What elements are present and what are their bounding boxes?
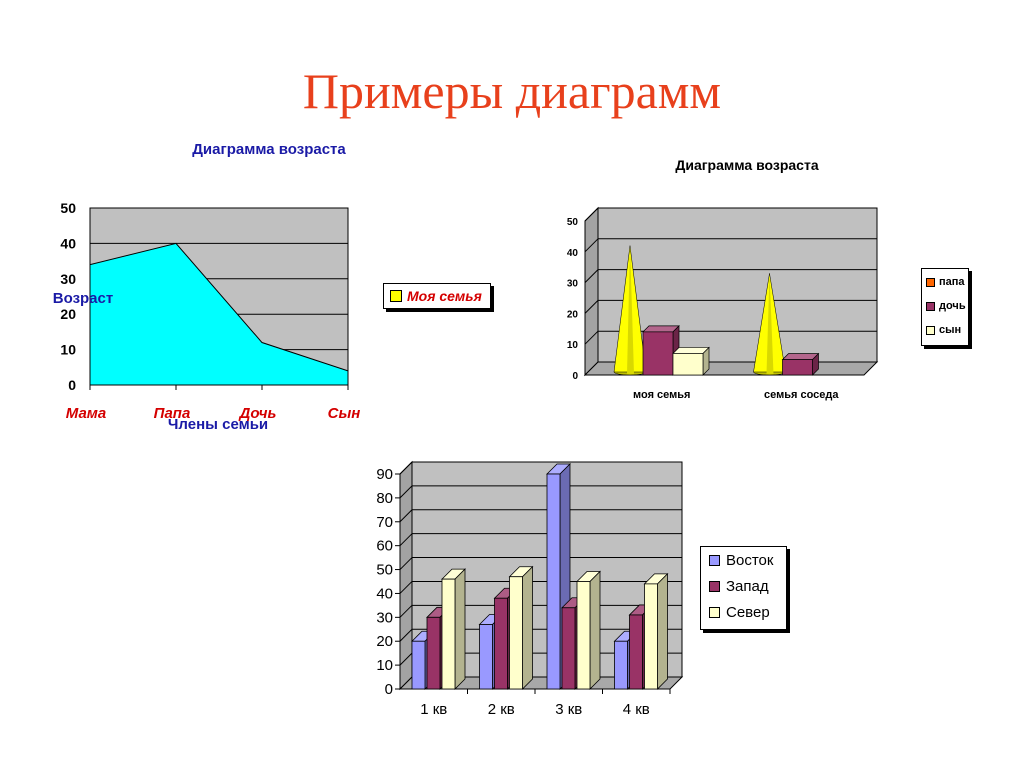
chart1-category-label-мама: Мама	[66, 405, 106, 422]
chart1-legend: Моя семья	[383, 283, 491, 309]
chart3-gridline-side	[399, 604, 413, 618]
chart3-y-tick-label: 50	[376, 562, 393, 579]
chart2-legend: папа дочь сын	[921, 268, 969, 346]
chart3-y-tick-label: 40	[376, 585, 393, 602]
legend-swatch-sever	[709, 606, 720, 618]
chart3-gridline-side	[399, 485, 413, 499]
legend-label-moya-semya: Моя семья	[407, 288, 482, 304]
chart2-y-tick-label: 40	[567, 248, 579, 259]
chart2-category-label-моя-семья: моя семья	[633, 389, 690, 401]
chart3-bar-север-4-кв-side	[657, 572, 668, 690]
chart1-category-label-дочь: Дочь	[238, 405, 277, 422]
chart3-y-tick-label: 0	[385, 681, 393, 698]
chart3-gridline-side	[399, 533, 413, 547]
chart3-bar-запад-3-кв	[561, 607, 576, 690]
chart3-bar-восток-3-кв	[546, 473, 561, 690]
chart1-title: Диаграмма возраста	[192, 141, 346, 158]
chart3-bar-запад-2-кв	[494, 597, 508, 690]
legend-label-syn: сын	[939, 324, 962, 336]
chart2-cone-папа-семья-соседа-highlight	[766, 273, 774, 374]
chart3-bar-север-2-кв	[509, 576, 523, 690]
legend-item-papa: папа	[922, 271, 968, 293]
chart3-bar-восток-1-кв	[411, 640, 426, 690]
chart3-bar-север-2-кв-side	[522, 565, 533, 690]
slide-title: Примеры диаграмм	[302, 63, 722, 119]
chart3-legend: Восток Запад Север	[700, 546, 787, 630]
chart3-gridline-side	[399, 581, 413, 594]
legend-label-zapad: Запад	[726, 577, 769, 595]
legend-item-syn: сын	[922, 319, 968, 341]
legend-item-moya-semya: Моя семья	[384, 284, 490, 308]
chart3-category-label-3-кв: 3 кв	[555, 701, 582, 718]
legend-swatch-syn	[926, 325, 935, 335]
chart1-x-axis-title: Члены семьи	[168, 416, 268, 433]
chart1-y-tick-label: 50	[60, 200, 76, 216]
chart2-y-tick-label: 10	[567, 340, 579, 351]
chart3-bar-запад-4-кв	[629, 614, 643, 690]
legend-label-sever: Север	[726, 603, 770, 621]
chart1-y-tick-label: 10	[60, 342, 76, 358]
chart2-y-tick-label: 0	[572, 371, 578, 382]
chart3-category-label-4-кв: 4 кв	[623, 701, 650, 718]
legend-swatch-papa	[926, 277, 935, 287]
chart3-bar-восток-2-кв	[479, 624, 493, 690]
chart2-bar-дочь-семья-соседа	[782, 359, 813, 376]
legend-swatch-zapad	[709, 580, 720, 592]
legend-swatch-moya-semya	[390, 290, 402, 302]
chart2-y-tick-label: 50	[567, 217, 579, 228]
legend-label-papa: папа	[939, 276, 965, 288]
chart3-category-label-1-кв: 1 кв	[420, 701, 447, 718]
legend-item-sever: Север	[701, 599, 786, 625]
chart3-gridline-side	[399, 461, 413, 475]
legend-item-vostok: Восток	[701, 547, 786, 573]
chart1-y-tick-label: 30	[60, 271, 76, 287]
chart3-bar-восток-4-кв	[614, 640, 628, 690]
chart3-y-tick-label: 10	[376, 657, 393, 674]
chart2-bar-дочь-моя-семья	[642, 331, 674, 376]
chart3-bar-запад-1-кв	[426, 616, 441, 690]
chart1-category-label-сын: Сын	[328, 405, 361, 422]
chart2-side-wall	[584, 206, 599, 377]
chart3-bar-север-1-кв	[441, 578, 456, 690]
chart3-gridline-side	[399, 628, 413, 642]
chart3-gridline-side	[399, 652, 413, 666]
chart2-cone-папа-моя-семья-highlight	[627, 245, 634, 374]
chart3-bar-север-3-кв	[576, 581, 591, 690]
chart1-y-tick-label: 0	[68, 377, 76, 393]
chart1-category-label-папа: Папа	[154, 405, 191, 422]
legend-label-doch: дочь	[939, 300, 966, 312]
chart1-y-tick-label: 20	[60, 306, 76, 322]
chart3-y-tick-label: 30	[376, 609, 393, 626]
chart2-gridline-side	[584, 238, 599, 253]
chart3-gridline-side	[399, 557, 413, 570]
chart2-gridline-side	[584, 330, 599, 345]
chart3-y-tick-label: 70	[376, 514, 393, 531]
chart3-y-tick-label: 80	[376, 490, 393, 507]
legend-swatch-vostok	[709, 554, 720, 566]
chart3-bar-север-3-кв-side	[589, 570, 601, 690]
chart2-title: Диаграмма возраста	[675, 157, 818, 173]
chart3-bar-север-4-кв	[644, 583, 658, 690]
legend-swatch-doch	[926, 301, 935, 311]
chart2-y-tick-label: 20	[567, 309, 579, 320]
chart2-bar-сын-моя-семья	[672, 353, 704, 376]
chart1-y-axis-title: Возраст	[53, 290, 113, 307]
chart1-y-tick-label: 40	[60, 235, 76, 251]
legend-item-doch: дочь	[922, 295, 968, 317]
chart3-y-tick-label: 20	[376, 633, 393, 650]
chart3-bar-север-1-кв-side	[454, 568, 466, 690]
chart2-gridline-side	[584, 300, 599, 314]
chart2-y-tick-label: 30	[567, 279, 579, 290]
chart2-category-label-семья-соседа: семья соседа	[764, 389, 839, 401]
chart3-gridline-side	[399, 509, 413, 523]
chart2-gridline-side	[584, 269, 599, 283]
chart3-category-label-2-кв: 2 кв	[488, 701, 515, 718]
chart3-y-tick-label: 60	[376, 538, 393, 555]
chart2-gridline-side	[584, 207, 599, 222]
legend-label-vostok: Восток	[726, 551, 774, 569]
chart3-y-tick-label: 90	[376, 466, 393, 483]
legend-item-zapad: Запад	[701, 573, 786, 599]
